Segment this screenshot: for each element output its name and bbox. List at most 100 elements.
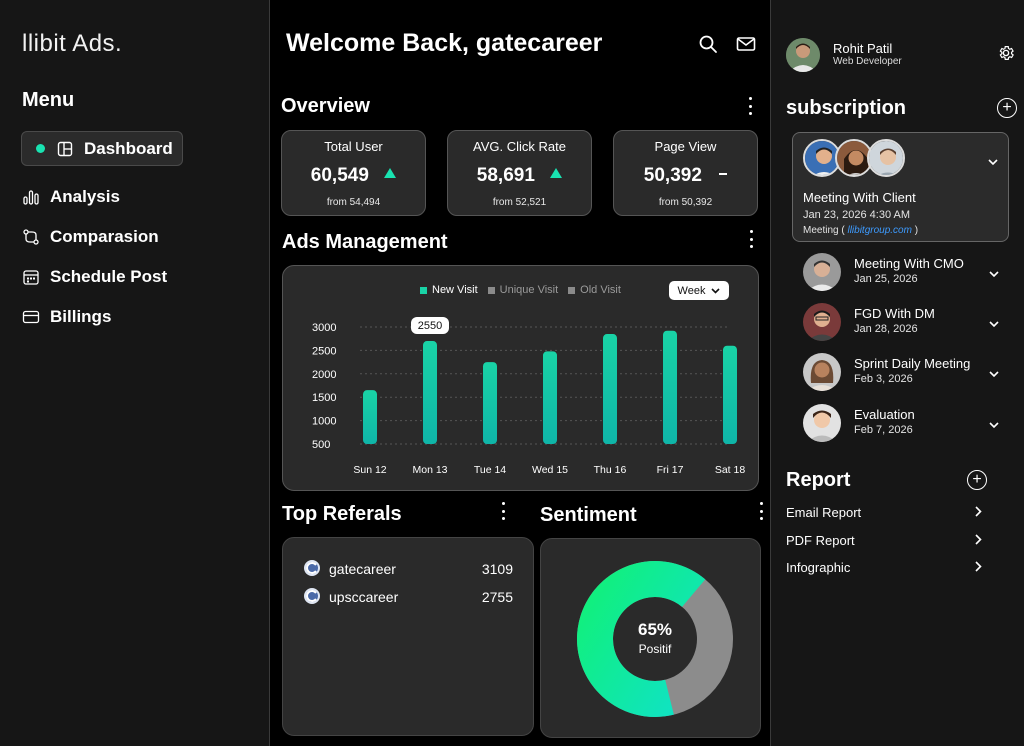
featured-meeting-date: Jan 23, 2026 4:30 AM	[803, 209, 911, 221]
stat-from: from 52,521	[492, 197, 547, 208]
bar-chart-icon	[21, 187, 41, 207]
y-tick-label: 2000	[312, 369, 336, 381]
y-tick-label: 1500	[312, 392, 336, 404]
sidebar-item-analysis[interactable]: Analysis	[21, 179, 120, 214]
active-dot	[36, 144, 45, 153]
stat-card-page-view: Page View 50,392 from 50,392	[613, 130, 758, 216]
report-label: PDF Report	[786, 532, 855, 548]
week-dropdown-label: Week	[677, 284, 706, 297]
meeting-item[interactable]: Sprint Daily Meeting Feb 3, 2026	[803, 353, 1003, 393]
report-label: Email Report	[786, 504, 862, 520]
calendar-icon	[21, 267, 41, 287]
referral-name: upsccareer	[329, 589, 399, 605]
bar[interactable]	[543, 351, 557, 444]
sidebar-item-label: Analysis	[50, 186, 120, 206]
ads-more-icon[interactable]	[748, 230, 754, 248]
avatar[interactable]	[786, 38, 820, 72]
legend-unique-visit[interactable]: Unique Visit	[487, 284, 559, 296]
trend-up-icon	[550, 168, 563, 178]
sidebar-item-comparasion[interactable]: Comparasion	[21, 219, 159, 254]
sentiment-more-icon[interactable]	[758, 502, 764, 520]
x-tick-label: Tue 14	[474, 464, 506, 476]
bar[interactable]	[663, 330, 677, 444]
add-report-button[interactable]: +	[967, 470, 987, 490]
stat-label: Total User	[324, 139, 383, 154]
referral-row[interactable]: upsccareer 2755	[303, 587, 513, 607]
chart-legend: New Visit Unique Visit Old Visit	[420, 284, 621, 296]
x-tick-label: Sun 12	[353, 464, 386, 476]
x-tick-label: Fri 17	[657, 464, 684, 476]
legend-new-visit[interactable]: New Visit	[420, 284, 478, 296]
avatar	[803, 303, 841, 341]
compare-icon	[21, 227, 41, 247]
featured-meeting-card[interactable]: Meeting With Client Jan 23, 2026 4:30 AM…	[792, 132, 1009, 242]
sidebar-item-dashboard[interactable]: Dashboard	[21, 131, 183, 166]
sidebar-item-label: Billings	[50, 306, 112, 326]
chevron-down-icon[interactable]	[988, 153, 998, 171]
stat-value: 60,549	[310, 165, 369, 186]
chevron-down-icon[interactable]	[989, 365, 999, 383]
stat-value-row: 60,549	[282, 165, 425, 187]
tooltip-value: 2550	[418, 320, 442, 332]
meeting-title: FGD With DM	[854, 306, 935, 321]
referral-value: 2755	[481, 589, 513, 605]
featured-meeting-type: Meeting ( llibitgroup.com )	[803, 225, 918, 236]
tooltip-bubble	[411, 317, 449, 335]
sidebar-item-schedule-post[interactable]: Schedule Post	[21, 259, 167, 294]
bar[interactable]	[423, 341, 437, 444]
plus-icon: +	[972, 471, 982, 488]
bar[interactable]	[603, 334, 617, 444]
y-tick-label: 500	[312, 439, 330, 451]
top-referals-title: Top Referals	[282, 503, 402, 525]
meeting-item[interactable]: FGD With DM Jan 28, 2026	[803, 303, 1003, 343]
referral-site-icon	[303, 587, 321, 608]
bar[interactable]	[483, 362, 497, 444]
meeting-date: Feb 7, 2026	[854, 424, 913, 436]
bar[interactable]	[363, 390, 377, 444]
chevron-down-icon[interactable]	[989, 315, 999, 333]
meeting-item[interactable]: Evaluation Feb 7, 2026	[803, 404, 1003, 444]
report-item-email[interactable]: Email Report	[786, 502, 982, 522]
plus-icon: +	[1002, 99, 1012, 116]
chevron-down-icon[interactable]	[989, 265, 999, 283]
sentiment-title: Sentiment	[540, 504, 637, 526]
report-item-infographic[interactable]: Infographic	[786, 557, 982, 577]
stat-value: 58,691	[476, 165, 535, 186]
chevron-down-icon[interactable]	[989, 416, 999, 434]
avatar	[867, 139, 905, 177]
referral-site-icon	[303, 559, 321, 580]
stat-from: from 54,494	[326, 197, 381, 208]
x-tick-label: Thu 16	[594, 464, 627, 476]
meeting-item[interactable]: Meeting With CMO Jan 25, 2026	[803, 253, 1003, 293]
gear-icon[interactable]	[997, 44, 1015, 67]
referral-name: gatecareer	[329, 561, 396, 577]
brand-logo: llibit Ads.	[22, 30, 123, 57]
search-icon[interactable]	[698, 34, 718, 54]
x-tick-label: Wed 15	[532, 464, 568, 476]
bar[interactable]	[723, 345, 737, 444]
mail-icon[interactable]	[736, 34, 756, 54]
ads-chart-card	[282, 265, 759, 491]
legend-label: Unique Visit	[499, 284, 559, 296]
x-tick-label: Sat 18	[715, 464, 746, 476]
legend-old-visit[interactable]: Old Visit	[568, 284, 621, 296]
referals-more-icon[interactable]	[500, 502, 506, 520]
sentiment-donut	[577, 561, 733, 717]
trend-flat-icon	[719, 172, 728, 175]
report-item-pdf[interactable]: PDF Report	[786, 530, 982, 550]
stat-value-row: 50,392	[614, 165, 757, 187]
stat-from: from 50,392	[658, 197, 713, 208]
add-subscription-button[interactable]: +	[997, 98, 1017, 118]
featured-meeting-title: Meeting With Client	[803, 190, 916, 205]
week-dropdown[interactable]: Week	[669, 281, 729, 300]
referral-row[interactable]: gatecareer 3109	[303, 559, 513, 579]
legend-swatch	[420, 286, 427, 294]
ads-management-title: Ads Management	[282, 231, 448, 253]
sidebar-item-billings[interactable]: Billings	[21, 299, 111, 334]
meeting-link[interactable]: llibitgroup.com	[847, 225, 912, 236]
meeting-date: Jan 25, 2026	[854, 273, 918, 285]
overview-more-icon[interactable]	[747, 97, 753, 115]
chevron-right-icon	[975, 560, 982, 575]
trend-up-icon	[384, 168, 397, 178]
profile-role: Web Developer	[833, 56, 902, 67]
